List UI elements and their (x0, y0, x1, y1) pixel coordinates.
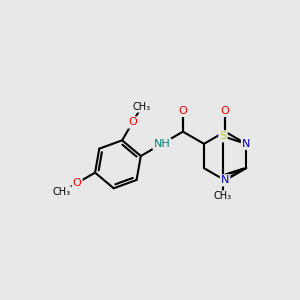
Text: O: O (178, 106, 187, 116)
Text: N: N (242, 139, 250, 149)
Text: O: O (73, 178, 82, 188)
Text: N: N (221, 175, 229, 185)
Text: NH: NH (154, 139, 170, 149)
Text: O: O (128, 117, 137, 128)
Text: CH₃: CH₃ (133, 102, 151, 112)
Text: S: S (219, 131, 226, 141)
Text: O: O (221, 106, 230, 116)
Text: CH₃: CH₃ (52, 187, 70, 197)
Text: CH₃: CH₃ (214, 191, 232, 201)
